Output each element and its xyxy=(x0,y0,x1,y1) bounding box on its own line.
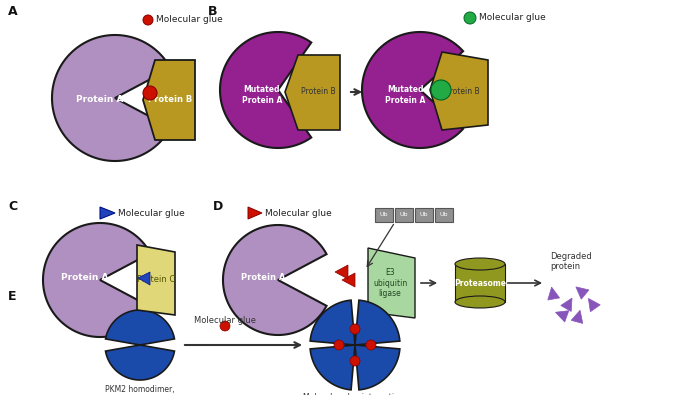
Polygon shape xyxy=(571,310,583,324)
Text: Protein B: Protein B xyxy=(148,96,192,105)
Polygon shape xyxy=(52,35,171,161)
Polygon shape xyxy=(561,298,572,312)
Polygon shape xyxy=(576,287,589,299)
Polygon shape xyxy=(355,345,400,390)
Text: Molecular glue: Molecular glue xyxy=(118,209,185,218)
Text: Proteasome: Proteasome xyxy=(454,278,506,288)
Text: Molecular glue: Molecular glue xyxy=(265,209,331,218)
Polygon shape xyxy=(548,287,560,300)
Polygon shape xyxy=(223,225,327,335)
Text: Mutated
Protein A: Mutated Protein A xyxy=(242,85,282,105)
Polygon shape xyxy=(105,310,174,345)
Text: Ub: Ub xyxy=(420,213,428,218)
Ellipse shape xyxy=(455,296,505,308)
Circle shape xyxy=(334,340,344,350)
Circle shape xyxy=(464,12,476,24)
Polygon shape xyxy=(285,55,340,130)
Text: A: A xyxy=(8,5,18,18)
Text: Ub: Ub xyxy=(439,213,448,218)
Text: Protein B: Protein B xyxy=(300,88,335,96)
Text: Protein A: Protein A xyxy=(241,273,285,282)
Polygon shape xyxy=(342,273,355,287)
Polygon shape xyxy=(310,345,355,390)
Text: E3
ubiquitin
ligase: E3 ubiquitin ligase xyxy=(373,268,407,298)
Circle shape xyxy=(143,86,157,100)
Text: PKM2 homodimer,
less active: PKM2 homodimer, less active xyxy=(105,385,175,395)
Polygon shape xyxy=(310,300,355,345)
Bar xyxy=(455,264,505,302)
Polygon shape xyxy=(105,345,174,380)
Circle shape xyxy=(220,321,230,331)
Polygon shape xyxy=(248,207,262,219)
Polygon shape xyxy=(138,272,150,285)
Circle shape xyxy=(366,340,376,350)
Polygon shape xyxy=(335,265,348,279)
Text: Protein B: Protein B xyxy=(445,88,479,96)
Text: Mutated
Protein A: Mutated Protein A xyxy=(385,85,425,105)
Bar xyxy=(435,208,453,222)
Text: Molecular glue: Molecular glue xyxy=(479,13,546,23)
Text: Ub: Ub xyxy=(380,213,388,218)
Circle shape xyxy=(350,356,360,366)
Text: Molecular glue: Molecular glue xyxy=(194,316,256,325)
Polygon shape xyxy=(137,245,175,315)
Text: Protein C: Protein C xyxy=(137,275,175,284)
Polygon shape xyxy=(220,32,311,148)
Polygon shape xyxy=(143,60,195,140)
Polygon shape xyxy=(100,207,115,219)
Bar xyxy=(415,208,433,222)
Text: Protein A: Protein A xyxy=(76,96,124,105)
Circle shape xyxy=(431,80,451,100)
Text: B: B xyxy=(208,5,217,18)
Ellipse shape xyxy=(455,258,505,270)
Text: Molecular glue interactions
stabilize PKM2 tetramer, more
active: Molecular glue interactions stabilize PK… xyxy=(297,393,413,395)
Polygon shape xyxy=(355,300,400,345)
Text: Degraded
protein: Degraded protein xyxy=(550,252,592,271)
Bar xyxy=(395,208,413,222)
Text: D: D xyxy=(213,200,223,213)
Circle shape xyxy=(143,15,153,25)
Text: Molecular glue: Molecular glue xyxy=(156,15,223,24)
Circle shape xyxy=(350,324,360,334)
Text: E: E xyxy=(8,290,16,303)
Polygon shape xyxy=(368,248,415,318)
Text: Ub: Ub xyxy=(400,213,408,218)
Polygon shape xyxy=(362,32,463,148)
Bar xyxy=(375,208,393,222)
Text: Protein A: Protein A xyxy=(61,273,109,282)
Polygon shape xyxy=(589,299,600,312)
Polygon shape xyxy=(556,311,569,322)
Text: C: C xyxy=(8,200,17,213)
Polygon shape xyxy=(43,223,151,337)
Polygon shape xyxy=(430,52,488,130)
